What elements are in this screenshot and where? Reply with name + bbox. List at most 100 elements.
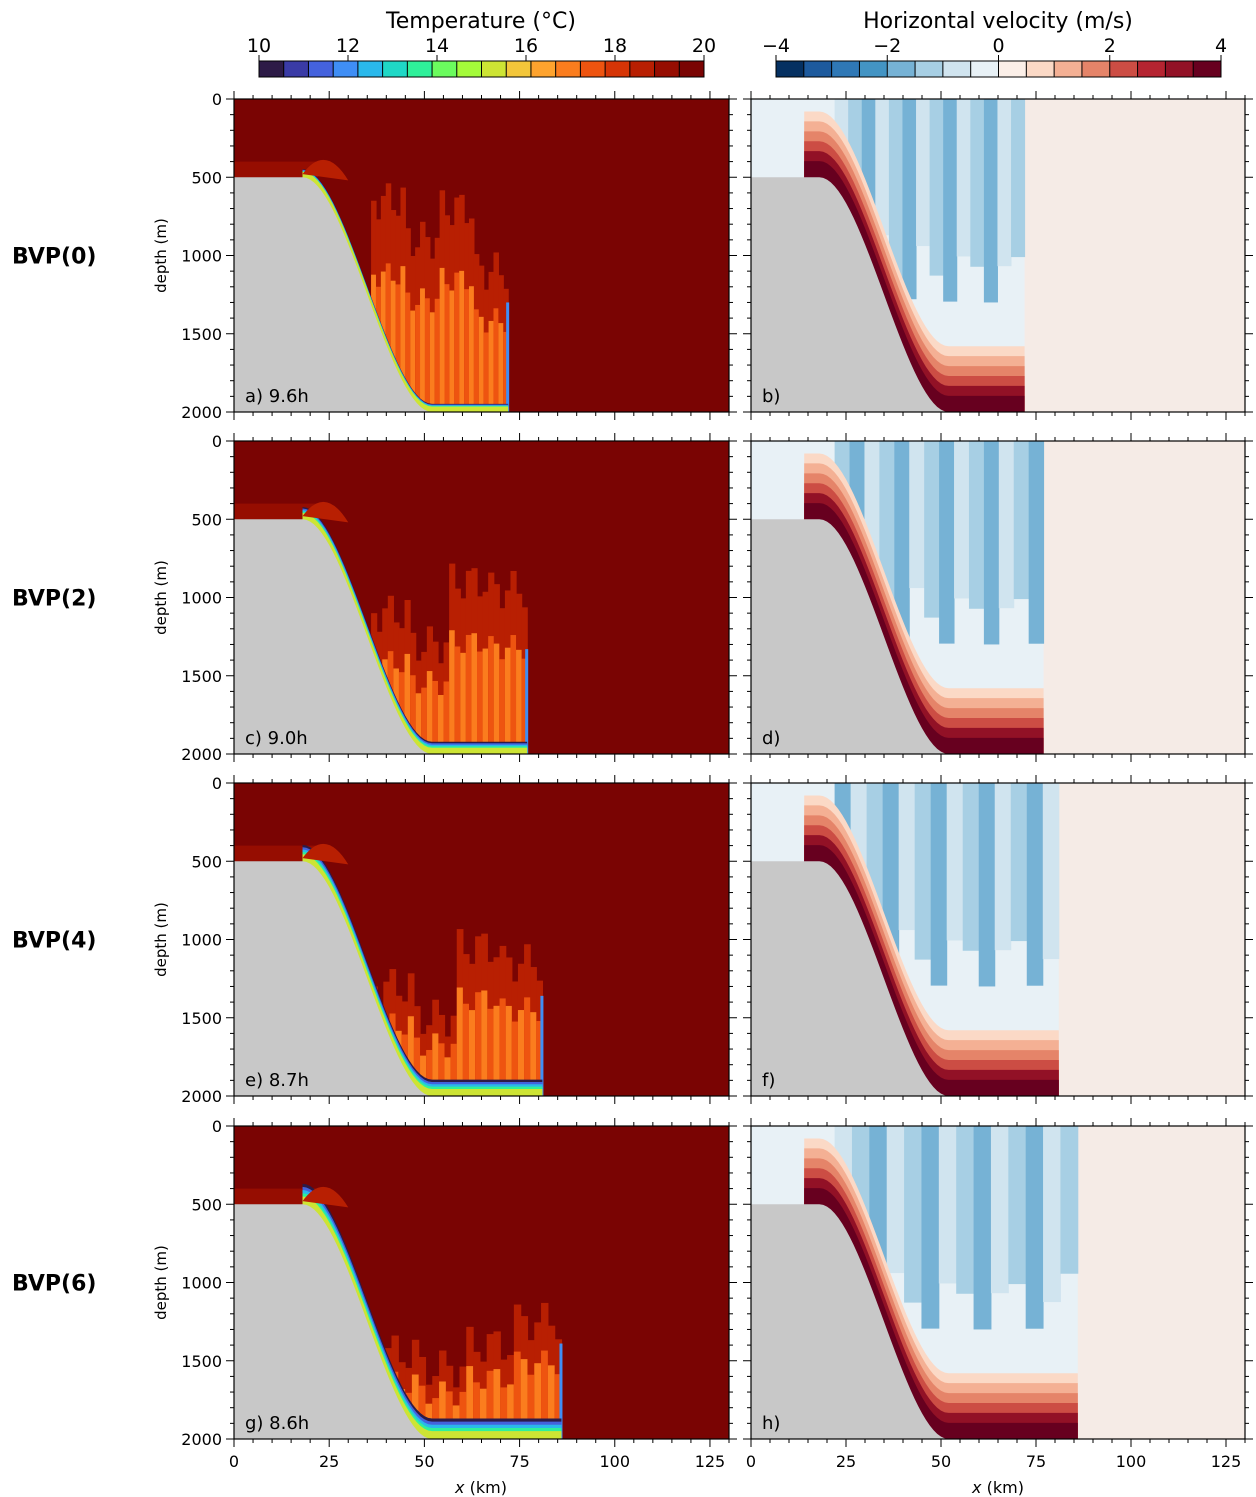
plume-core xyxy=(477,651,484,754)
y-tick-label: 1000 xyxy=(181,1274,222,1293)
temperature-colorbar-swatch xyxy=(654,61,680,77)
return-flow-column xyxy=(1011,99,1026,258)
plume-core xyxy=(418,1385,427,1439)
x-tick-label: 25 xyxy=(319,1452,339,1471)
return-flow-column xyxy=(997,99,1012,267)
bathymetry xyxy=(751,177,1245,412)
velocity-colorbar-swatch xyxy=(859,61,888,77)
return-flow-column xyxy=(1043,1126,1061,1303)
plume-core xyxy=(493,1005,501,1096)
plume-core xyxy=(520,1359,529,1439)
y-tick-label: 1000 xyxy=(181,247,222,266)
return-flow-column xyxy=(943,99,958,302)
plume-core xyxy=(411,1374,420,1439)
plume-core xyxy=(404,653,411,754)
return-flow-column xyxy=(983,99,998,303)
plume-core xyxy=(505,1005,513,1096)
plume-core xyxy=(424,298,431,412)
plume-core xyxy=(400,266,406,412)
x-tick-label: 75 xyxy=(509,1452,529,1471)
temperature-colorbar-swatch xyxy=(629,61,656,77)
plume-core xyxy=(486,1370,495,1439)
return-flow-column xyxy=(1060,1126,1079,1274)
velocity-colorbar-swatch xyxy=(1165,61,1194,77)
y-tick-label: 1500 xyxy=(181,325,222,344)
plume-core xyxy=(527,1374,535,1439)
y-tick-label: 2000 xyxy=(181,745,222,764)
temperature-colorbar-swatch xyxy=(283,61,309,77)
plume-core xyxy=(511,1021,519,1096)
temperature-panel xyxy=(234,441,729,754)
plume-nose xyxy=(302,159,349,181)
downslope-jet xyxy=(804,493,1044,754)
plume-core xyxy=(547,1365,556,1439)
bathymetry xyxy=(234,177,729,412)
plume-core xyxy=(464,289,470,412)
plume-core xyxy=(434,298,441,412)
plume-core xyxy=(445,1391,454,1439)
return-flow-column xyxy=(929,99,944,276)
y-tick-label: 500 xyxy=(191,852,222,871)
return-flow-column xyxy=(1026,783,1044,986)
plume-core xyxy=(499,998,507,1096)
plume-core xyxy=(405,292,411,412)
velocity-colorbar-tick-label: 0 xyxy=(992,35,1004,57)
velocity-colorbar-swatch xyxy=(1137,61,1166,77)
front-edge xyxy=(525,649,529,754)
temperature-colorbar-title: Temperature (°C) xyxy=(385,9,576,34)
plume-core xyxy=(499,659,506,754)
plume-core xyxy=(385,263,392,412)
return-flow-column xyxy=(1013,441,1030,600)
return-flow-column xyxy=(983,441,1000,645)
row-label: BVP(6) xyxy=(12,1272,96,1297)
return-flow-column xyxy=(978,783,996,987)
plume-core xyxy=(482,648,489,754)
velocity-colorbar-swatch xyxy=(1054,61,1083,77)
return-flow-column xyxy=(1025,1126,1044,1329)
y-axis-title: depth (m) xyxy=(152,902,170,977)
plume-core xyxy=(407,1016,415,1096)
y-tick-label: 2000 xyxy=(181,403,222,422)
plume-core xyxy=(438,1043,446,1096)
plume-core xyxy=(554,1374,563,1439)
temperature-colorbar-swatch xyxy=(407,61,433,77)
cold-layer xyxy=(302,1193,562,1439)
temperature-panel xyxy=(234,783,729,1096)
plume-core xyxy=(536,1021,544,1096)
y-axis-title: depth (m) xyxy=(152,218,170,293)
plume-nose xyxy=(302,1186,349,1208)
plume-nose xyxy=(302,501,349,523)
plume-core xyxy=(466,1366,474,1439)
plume-core xyxy=(444,284,451,412)
return-flow-column xyxy=(1010,783,1028,942)
plume-core xyxy=(530,1012,537,1096)
plume-core xyxy=(459,1391,467,1439)
temperature-colorbar-swatch xyxy=(259,61,285,77)
temperature-colorbar-swatch xyxy=(357,61,384,77)
temperature-colorbar-swatch xyxy=(679,61,705,77)
bathymetry xyxy=(234,1204,729,1439)
x-tick-label: 25 xyxy=(836,1452,856,1471)
shelf-layer xyxy=(234,845,318,862)
y-tick-label: 0 xyxy=(212,1117,222,1136)
front-edge xyxy=(506,302,510,412)
velocity-panel xyxy=(751,99,1245,412)
plume-core xyxy=(468,1010,476,1096)
plume-core xyxy=(420,288,426,412)
plume-core xyxy=(420,1055,427,1096)
velocity-colorbar-swatch xyxy=(831,61,860,77)
y-axis-title: depth (m) xyxy=(152,1245,170,1320)
plume-core xyxy=(541,1350,549,1439)
temperature-colorbar-tick-label: 16 xyxy=(514,35,538,57)
velocity-colorbar-swatch xyxy=(915,61,944,77)
temperature-colorbar-swatch xyxy=(555,61,581,77)
plume-core xyxy=(503,331,509,412)
plume-core xyxy=(475,992,482,1096)
plume-core xyxy=(410,310,416,412)
velocity-panel xyxy=(751,1126,1245,1439)
downslope-jet xyxy=(804,795,1059,1096)
return-flow-column xyxy=(939,441,955,644)
x-tick-label: 0 xyxy=(229,1452,239,1471)
colorbars: 10 12 14 16 18 20 −4 −2 0 2 4 xyxy=(247,35,1227,78)
